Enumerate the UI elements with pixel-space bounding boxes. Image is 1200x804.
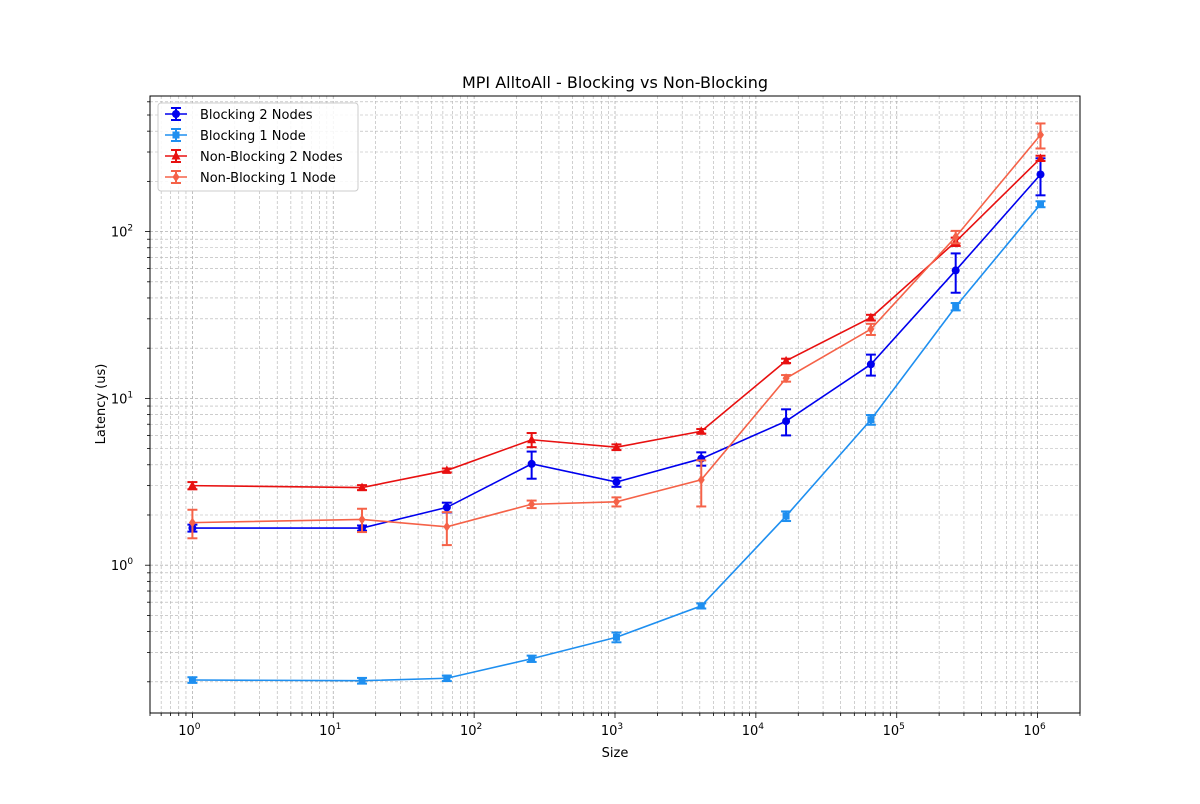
- legend-label: Non-Blocking 2 Nodes: [200, 150, 343, 165]
- legend-label: Non-Blocking 1 Node: [200, 171, 336, 186]
- data-point: [951, 266, 960, 275]
- data-point: [782, 512, 790, 520]
- series-line-blocking-2-nodes: [192, 173, 1042, 529]
- legend-marker: [171, 151, 181, 160]
- x-axis-label: Size: [602, 746, 629, 761]
- data-point: [781, 355, 791, 365]
- data-point: [952, 303, 960, 311]
- data-point: [527, 434, 537, 444]
- data-point: [782, 417, 791, 426]
- data-point: [188, 676, 196, 684]
- series-layer: [187, 122, 1046, 685]
- data-point: [528, 655, 536, 663]
- y-tick-label: 101: [111, 390, 133, 407]
- y-tick-label: 102: [111, 224, 133, 241]
- data-point: [952, 231, 960, 242]
- x-tick-label: 106: [1023, 722, 1046, 739]
- series-line-blocking-1-node: [192, 203, 1042, 682]
- data-point: [1036, 200, 1044, 208]
- series-non-blocking-2-nodes: [187, 153, 1046, 492]
- data-point: [527, 459, 536, 468]
- chart-title: MPI AlltoAll - Blocking vs Non-Blocking: [462, 73, 768, 92]
- series-non-blocking-1-node: [187, 122, 1046, 547]
- data-point: [866, 360, 875, 369]
- data-point: [443, 521, 451, 532]
- data-point: [612, 633, 620, 641]
- legend-marker: [172, 172, 180, 182]
- data-point: [358, 677, 366, 685]
- x-tick-label: 102: [460, 722, 482, 739]
- data-point: [443, 674, 451, 682]
- legend-box: [157, 102, 359, 192]
- series-line-non-blocking-1-node: [192, 134, 1042, 528]
- data-point: [697, 474, 705, 485]
- data-point: [697, 602, 705, 610]
- y-tick-label: 100: [111, 557, 134, 574]
- x-tick-label: 105: [883, 722, 905, 739]
- series-line-non-blocking-2-nodes: [192, 157, 1042, 489]
- axes: 100 101 102 103 104 105 106 100 101 102: [111, 101, 1081, 739]
- data-point: [528, 499, 536, 510]
- data-point: [1036, 170, 1045, 179]
- data-point: [866, 312, 876, 322]
- legend-label: Blocking 2 Nodes: [200, 108, 313, 123]
- legend: Blocking 2 Nodes Blocking 1 Node Non-Block…: [157, 102, 359, 192]
- data-point: [442, 465, 452, 474]
- data-point: [357, 482, 367, 492]
- data-point: [1036, 129, 1044, 140]
- data-point: [867, 416, 875, 424]
- data-point: [611, 442, 621, 451]
- series-blocking-2-nodes: [187, 157, 1046, 533]
- data-point: [696, 426, 706, 435]
- data-point: [188, 517, 196, 528]
- data-point: [612, 478, 621, 487]
- legend-marker: [172, 110, 180, 118]
- legend-label: Blocking 1 Node: [200, 129, 306, 144]
- y-axis-label: Latency (us): [94, 364, 109, 445]
- x-tick-label: 104: [742, 722, 765, 739]
- series-blocking-1-node: [187, 200, 1046, 685]
- data-point: [358, 514, 366, 525]
- data-point: [612, 496, 620, 507]
- data-point: [782, 373, 790, 384]
- x-tick-label: 101: [319, 722, 341, 739]
- legend-marker: [172, 131, 180, 139]
- data-point: [187, 480, 197, 490]
- data-point: [867, 324, 875, 335]
- x-tick-label: 100: [178, 722, 201, 739]
- data-point: [1035, 153, 1045, 162]
- x-tick-label: 103: [601, 722, 623, 739]
- data-point: [442, 503, 451, 512]
